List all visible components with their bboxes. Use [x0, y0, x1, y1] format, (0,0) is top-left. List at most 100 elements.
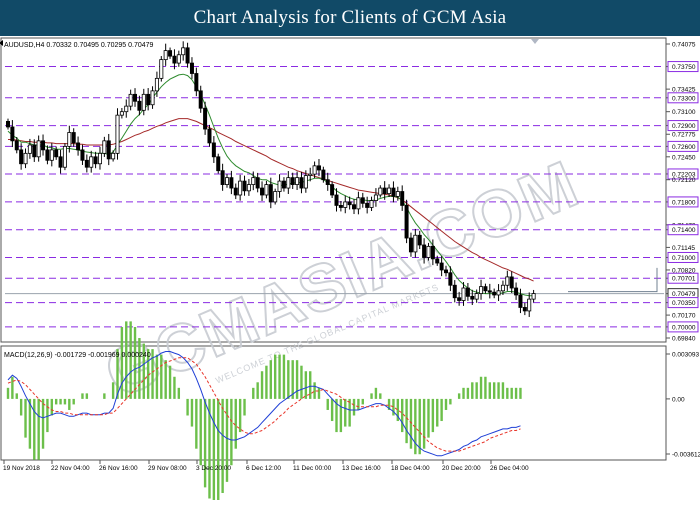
price-tick-label-19: 0.70350 [672, 300, 696, 307]
candle-body-78 [347, 201, 352, 206]
price-tag-7 [667, 140, 699, 152]
candle-body-18 [84, 159, 89, 168]
candle-body-47 [211, 142, 216, 158]
candle-body-70 [312, 165, 317, 175]
candle-body-22 [102, 140, 107, 154]
candle-body-64 [286, 177, 291, 189]
price-tick-label-17: 0.70701 [672, 276, 696, 283]
time-tick-label-0: 19 Nov 2018 [3, 465, 40, 472]
candle-body-10 [49, 149, 54, 161]
candle-body-109 [483, 286, 488, 292]
price-tick-label-15: 0.71000 [672, 255, 696, 262]
candle-body-80 [356, 197, 361, 210]
candle-body-37 [168, 50, 173, 57]
candle-body-32 [146, 93, 151, 106]
candle-body-68 [303, 175, 308, 189]
candle-body-110 [487, 290, 492, 293]
price-tick-label-18: 0.70479 [672, 291, 696, 298]
candle-body-91 [404, 205, 409, 239]
candles [6, 41, 536, 317]
candle-body-66 [295, 177, 300, 185]
time-tick-label-5: 6 Dec 12:00 [246, 465, 281, 472]
macd-label: MACD(12,26,9) -0.001729 -0.001969 0.0002… [4, 352, 151, 359]
candle-body-44 [198, 90, 203, 109]
candle-body-93 [413, 234, 418, 253]
candle-body-76 [338, 205, 343, 208]
price-tick-label-16: 0.70820 [672, 267, 696, 274]
candle-body-16 [76, 142, 81, 151]
price-tick-label-1: 0.73750 [672, 64, 696, 71]
candle-body-15 [71, 132, 76, 144]
candle-body-28 [128, 93, 133, 107]
price-tag-17 [667, 272, 699, 284]
macd-lines [7, 351, 521, 457]
time-tick-label-3: 29 Nov 08:00 [148, 465, 187, 472]
candle-body-67 [299, 177, 304, 189]
candle-body-19 [89, 156, 94, 168]
trendline-group [568, 267, 658, 293]
candle-body-29 [133, 93, 138, 102]
macd-panel-frame [0, 345, 667, 461]
price-tick-label-2: 0.73425 [672, 87, 696, 94]
candle-body-85 [378, 187, 383, 196]
candle-body-63 [281, 180, 286, 189]
candle-body-84 [373, 194, 378, 201]
signal-line [7, 357, 521, 452]
candle-body-59 [264, 184, 269, 196]
price-tick-label-0: 0.74075 [672, 42, 696, 49]
candle-body-52 [233, 187, 238, 196]
candle-body-65 [290, 177, 295, 185]
time-tick-label-4: 3 Dec 20:00 [196, 465, 231, 472]
price-tick-label-22: 0.69840 [672, 336, 696, 343]
candle-body-73 [325, 179, 330, 185]
candle-body-111 [492, 291, 497, 296]
candle-body-53 [238, 180, 243, 196]
candle-body-33 [150, 90, 155, 106]
time-tick-label-2: 26 Nov 16:00 [99, 465, 138, 472]
candle-body-83 [369, 200, 374, 208]
candle-body-13 [62, 145, 67, 168]
price-tag-15 [667, 251, 699, 263]
chart-area: GCMASIA.COM WELCOME TO THE GLOBAL CAPITA… [0, 36, 700, 505]
candle-body-39 [176, 54, 181, 64]
candle-body-94 [417, 234, 422, 246]
price-tag-9 [667, 168, 699, 180]
banner: Chart Analysis for Clients of GCM Asia [0, 0, 700, 36]
slow-ma-line [8, 118, 534, 282]
banner-title: Chart Analysis for Clients of GCM Asia [193, 7, 507, 28]
candle-body-30 [137, 100, 142, 111]
price-tick-label-21: 0.70000 [672, 324, 696, 331]
candle-body-12 [58, 156, 63, 168]
candle-body-74 [330, 184, 335, 196]
candle-body-4 [23, 152, 28, 165]
price-tick-label-3: 0.73300 [672, 95, 696, 102]
macd-tick-label-2: -0.003612 [672, 452, 700, 459]
candle-body-51 [229, 177, 234, 189]
candle-body-1 [10, 126, 15, 142]
price-tick-label-10: 0.72120 [672, 177, 696, 184]
price-tag-3 [667, 92, 699, 104]
candle-body-89 [395, 191, 400, 197]
candle-body-88 [391, 187, 396, 197]
candle-body-69 [308, 173, 313, 176]
price-tick-label-14: 0.71145 [672, 245, 695, 252]
symbol-header-arrow-icon [0, 40, 3, 46]
candle-body-35 [159, 59, 164, 79]
candle-body-21 [97, 152, 102, 165]
price-tick-label-9: 0.72203 [672, 171, 696, 178]
price-tick-label-13: 0.71400 [672, 227, 696, 234]
price-tick-label-11: 0.71800 [672, 199, 696, 206]
time-axis: 19 Nov 2018 22 Nov 04:00 26 Nov 16:00 29 No… [3, 460, 529, 472]
macd-tick-label-1: 0.00 [672, 396, 685, 403]
candle-body-101 [448, 272, 453, 286]
candle-body-55 [246, 184, 251, 192]
candle-body-103 [457, 297, 462, 301]
candle-body-25 [115, 114, 120, 154]
candle-body-108 [479, 286, 484, 294]
candle-body-57 [255, 177, 260, 189]
candle-body-7 [36, 140, 41, 158]
candle-body-54 [242, 180, 247, 192]
candle-body-82 [365, 202, 370, 208]
candle-body-31 [141, 93, 146, 111]
time-tick-label-10: 26 Dec 04:00 [490, 465, 529, 472]
